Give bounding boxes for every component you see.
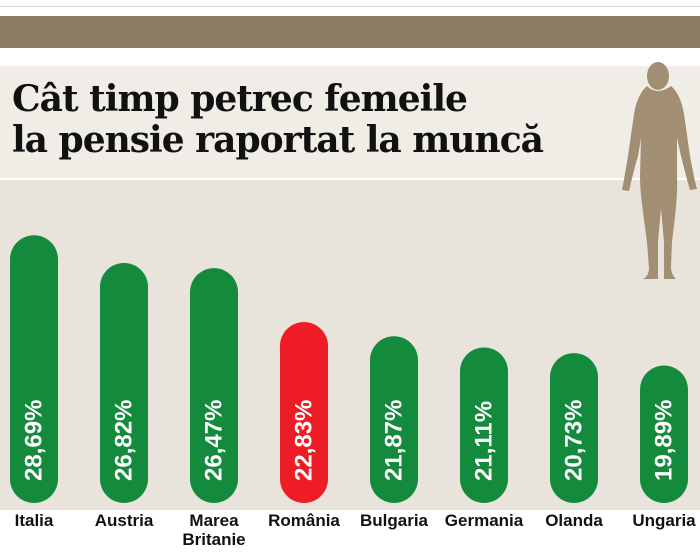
bar-7 — [550, 353, 598, 503]
bar-6 — [460, 347, 508, 503]
category-label-line: România — [268, 511, 340, 530]
value-label-4: 22,83% — [291, 400, 318, 481]
bar-2 — [100, 262, 148, 503]
category-label-6: Germania — [439, 511, 529, 530]
value-label-1: 28,69% — [21, 400, 48, 481]
category-label-line: Britanie — [182, 530, 246, 549]
bar-8 — [640, 365, 688, 503]
value-label-6: 21,11% — [471, 401, 498, 481]
category-label-4: România — [259, 511, 349, 530]
value-label-3: 26,47% — [201, 400, 228, 481]
title-panel — [0, 66, 700, 178]
category-label-line: Marea — [189, 511, 239, 530]
category-label-1: Italia — [0, 511, 79, 530]
header-band — [0, 16, 700, 48]
top-divider — [0, 0, 700, 7]
chart-title-line-2: la pensie raportat la muncă — [12, 119, 544, 161]
category-label-7: Olanda — [529, 511, 619, 530]
category-label-line: Olanda — [545, 511, 603, 530]
category-label-line: Bulgaria — [359, 511, 429, 530]
category-label-line: Austria — [94, 511, 154, 530]
woman-silhouette-icon — [622, 62, 697, 279]
category-label-8: Ungaria — [619, 511, 700, 530]
bar-4 — [280, 321, 328, 503]
bar-chart: 28,69% 26,82% 26,47% 22,83% 21,87% 21,11% 20,7… — [10, 235, 688, 503]
value-label-5: 21,87% — [381, 400, 408, 481]
category-label-line: Ungaria — [632, 511, 696, 530]
category-label-2: Austria — [79, 511, 169, 530]
bar-3 — [190, 268, 238, 503]
value-label-7: 20,73% — [561, 400, 588, 481]
category-label-line: Germania — [444, 511, 524, 530]
category-label-5: Bulgaria — [349, 511, 439, 530]
chart-title-line-1: Cât timp petrec femeile — [12, 78, 468, 120]
category-label-3: Marea Britanie — [169, 511, 259, 549]
bar-1 — [10, 235, 58, 503]
value-label-2: 26,82% — [111, 400, 138, 481]
bar-5 — [370, 336, 418, 503]
category-label-line: Italia — [14, 511, 54, 530]
value-label-8: 19,89% — [651, 400, 678, 481]
